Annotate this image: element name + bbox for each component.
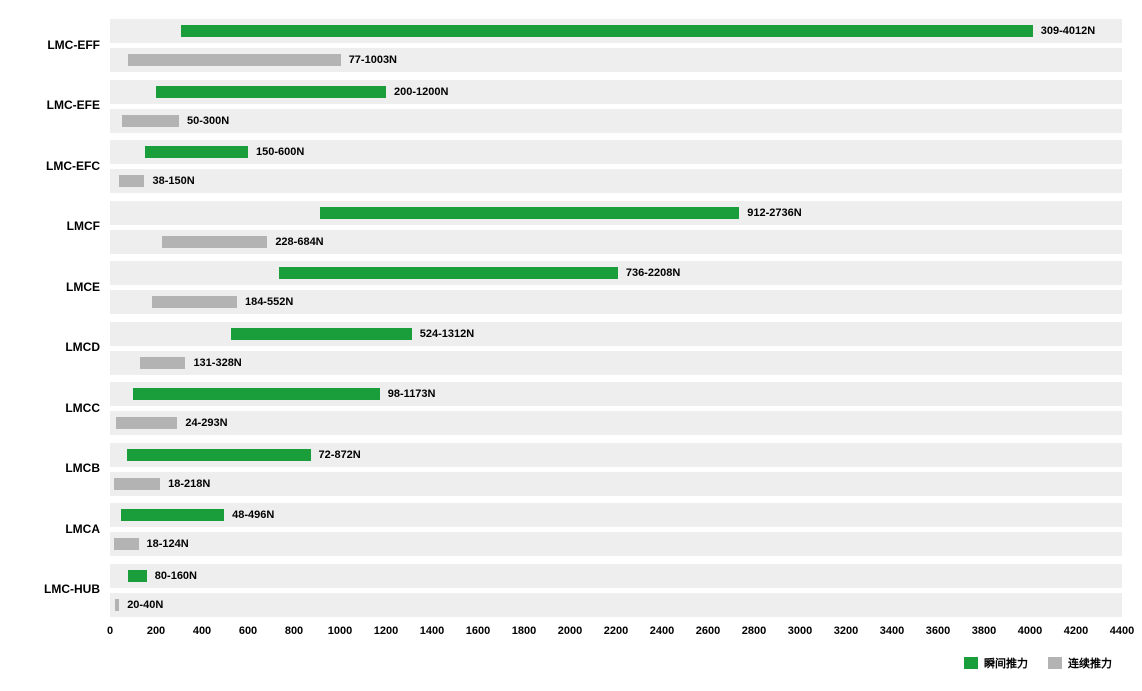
peak-bar — [156, 86, 386, 98]
peak-bar — [231, 328, 412, 340]
x-tick-label: 1200 — [374, 625, 398, 637]
row-bg — [110, 593, 1122, 617]
cont-bar-label: 184-552N — [245, 296, 293, 308]
row-bg — [110, 564, 1122, 588]
cont-bar — [115, 599, 120, 611]
cont-bar — [162, 236, 267, 248]
category-label: LMC-EFF — [10, 38, 100, 52]
cont-bar — [140, 357, 185, 369]
cont-bar — [114, 538, 138, 550]
cont-bar-label: 228-684N — [275, 236, 323, 248]
x-tick-label: 600 — [239, 625, 257, 637]
peak-bar — [279, 267, 618, 279]
peak-bar-label: 309-4012N — [1041, 25, 1095, 37]
row-bg — [110, 532, 1122, 556]
legend-label-peak: 瞬间推力 — [984, 655, 1028, 671]
peak-bar — [320, 207, 740, 219]
peak-bar-label: 48-496N — [232, 509, 274, 521]
row-bg — [110, 169, 1122, 193]
row-bg — [110, 351, 1122, 375]
cont-bar-label: 18-124N — [147, 538, 189, 550]
x-tick-label: 2200 — [604, 625, 628, 637]
cont-bar — [119, 175, 145, 187]
legend-label-cont: 连续推力 — [1068, 655, 1112, 671]
x-tick-label: 400 — [193, 625, 211, 637]
cont-bar — [114, 478, 160, 490]
legend-item-peak: 瞬间推力 — [964, 655, 1028, 671]
x-tick-label: 2600 — [696, 625, 720, 637]
peak-bar — [121, 509, 224, 521]
thrust-range-chart: 309-4012N 77-1003N 200-1200N 50-300N 150-600… — [10, 10, 1132, 681]
row-bg — [110, 109, 1122, 133]
cont-bar — [152, 296, 237, 308]
category-label: LMC-EFC — [10, 159, 100, 173]
cont-bar — [116, 417, 178, 429]
cont-bar-label: 38-150N — [153, 175, 195, 187]
category-label: LMCA — [10, 522, 100, 536]
peak-bar — [133, 388, 380, 400]
cont-bar-label: 131-328N — [193, 357, 241, 369]
x-tick-label: 200 — [147, 625, 165, 637]
x-tick-label: 3800 — [972, 625, 996, 637]
peak-bar — [145, 146, 249, 158]
category-label: LMCE — [10, 280, 100, 294]
x-tick-label: 2800 — [742, 625, 766, 637]
peak-bar-label: 150-600N — [256, 146, 304, 158]
category-label: LMCC — [10, 401, 100, 415]
x-tick-label: 3400 — [880, 625, 904, 637]
peak-bar-label: 98-1173N — [388, 388, 436, 400]
x-tick-label: 1600 — [466, 625, 490, 637]
x-tick-label: 4200 — [1064, 625, 1088, 637]
peak-bar-label: 200-1200N — [394, 86, 448, 98]
x-tick-label: 2000 — [558, 625, 582, 637]
cont-bar — [128, 54, 341, 66]
row-bg — [110, 472, 1122, 496]
x-tick-label: 4000 — [1018, 625, 1042, 637]
category-label: LMCF — [10, 219, 100, 233]
legend-swatch-peak — [964, 657, 978, 669]
peak-bar-label: 524-1312N — [420, 328, 474, 340]
x-tick-label: 3200 — [834, 625, 858, 637]
category-label: LMCD — [10, 340, 100, 354]
legend-item-cont: 连续推力 — [1048, 655, 1112, 671]
peak-bar-label: 80-160N — [155, 570, 197, 582]
x-tick-label: 800 — [285, 625, 303, 637]
cont-bar-label: 50-300N — [187, 115, 229, 127]
x-tick-label: 1400 — [420, 625, 444, 637]
plot-area: 309-4012N 77-1003N 200-1200N 50-300N 150-600… — [110, 15, 1122, 620]
x-tick-label: 0 — [107, 625, 113, 637]
x-tick-label: 4400 — [1110, 625, 1134, 637]
cont-bar-label: 24-293N — [185, 417, 227, 429]
x-tick-label: 3600 — [926, 625, 950, 637]
peak-bar — [128, 570, 146, 582]
category-label: LMCB — [10, 461, 100, 475]
cont-bar-label: 20-40N — [127, 599, 163, 611]
peak-bar-label: 736-2208N — [626, 267, 680, 279]
peak-bar — [127, 449, 311, 461]
peak-bar — [181, 25, 1033, 37]
x-tick-label: 2400 — [650, 625, 674, 637]
category-label: LMC-EFE — [10, 98, 100, 112]
legend: 瞬间推力 连续推力 — [964, 655, 1112, 671]
peak-bar-label: 912-2736N — [747, 207, 801, 219]
cont-bar — [122, 115, 180, 127]
cont-bar-label: 18-218N — [168, 478, 210, 490]
cont-bar-label: 77-1003N — [349, 54, 397, 66]
legend-swatch-cont — [1048, 657, 1062, 669]
x-tick-label: 3000 — [788, 625, 812, 637]
x-tick-label: 1800 — [512, 625, 536, 637]
category-label: LMC-HUB — [10, 582, 100, 596]
x-axis: 0 200 400 600 800 1000 1200 1400 1600 1800 2000 220… — [110, 625, 1122, 645]
peak-bar-label: 72-872N — [319, 449, 361, 461]
row-bg — [110, 411, 1122, 435]
x-tick-label: 1000 — [328, 625, 352, 637]
